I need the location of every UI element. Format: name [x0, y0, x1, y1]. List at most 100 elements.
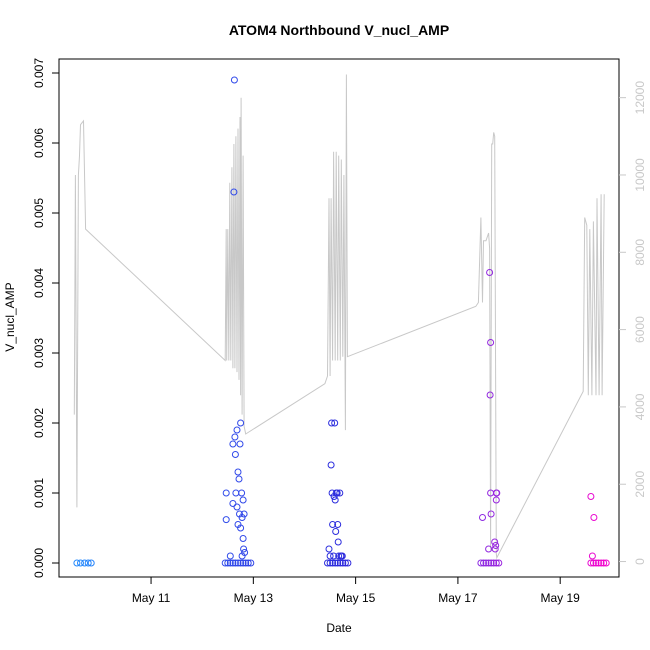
y-tick-label: 0.007 [32, 58, 46, 88]
data-point [492, 559, 500, 567]
data-point [234, 468, 242, 476]
data-point [597, 559, 605, 567]
data-point [331, 559, 339, 567]
data-point [238, 514, 246, 521]
y2-tick-label: 6000 [633, 316, 647, 343]
data-point [336, 559, 344, 567]
data-point [324, 559, 331, 567]
data-point [495, 559, 503, 567]
data-point [491, 545, 499, 553]
y2-tick-label: 10000 [633, 158, 647, 192]
data-point [492, 496, 500, 504]
data-point [231, 433, 239, 441]
data-point [491, 538, 499, 546]
y-tick-label: 0.003 [32, 338, 46, 368]
data-point [486, 269, 494, 276]
x-axis-label: Date [326, 621, 352, 635]
data-point [487, 559, 495, 567]
y-tick-label: 0.005 [32, 198, 46, 228]
data-point [237, 559, 245, 567]
secondary-trace-line [73, 74, 605, 560]
data-point [87, 559, 95, 567]
data-point [328, 419, 336, 427]
data-point [482, 559, 490, 567]
data-point [595, 559, 602, 567]
data-point [493, 489, 501, 497]
x-tick-label: May 13 [234, 591, 274, 605]
data-point [486, 391, 494, 399]
data-point [587, 559, 595, 567]
data-point [334, 559, 342, 567]
data-point [238, 552, 246, 560]
data-point [331, 419, 339, 427]
y-tick-label: 0.004 [32, 268, 46, 298]
data-point [240, 545, 248, 553]
data-point [239, 535, 247, 542]
data-point [592, 559, 600, 567]
data-point [327, 461, 335, 469]
data-point [479, 514, 486, 521]
data-point [600, 559, 608, 567]
right-axis-series [73, 74, 605, 560]
data-point [235, 475, 243, 483]
data-point [224, 559, 232, 567]
data-point [338, 552, 346, 560]
data-point [325, 545, 333, 553]
data-point [232, 489, 240, 497]
data-point [336, 489, 344, 497]
x-axis: May 11 May 13 May 15 May 17 May 19 [132, 576, 581, 605]
data-point [230, 76, 238, 84]
data-point [231, 559, 239, 567]
data-point [234, 559, 242, 567]
data-point [334, 538, 342, 546]
data-point [238, 489, 246, 497]
data-point [328, 489, 336, 497]
y2-tick-label: 2000 [633, 471, 647, 498]
data-point [236, 440, 244, 448]
data-point [226, 559, 234, 567]
data-point [226, 552, 234, 560]
data-point [247, 559, 255, 567]
y2-axis: 0 2000 4000 6000 8000 10000 12000 [619, 81, 647, 565]
x-tick-label: May 17 [438, 591, 478, 605]
data-point [329, 559, 337, 567]
data-point [329, 521, 337, 528]
y2-tick-label: 12000 [633, 81, 647, 115]
plot-frame [58, 58, 620, 578]
data-point [81, 559, 89, 567]
data-point [73, 559, 81, 567]
data-point [588, 552, 596, 560]
data-point [487, 339, 495, 346]
data-point [332, 528, 340, 535]
data-point [334, 521, 342, 528]
x-tick-label: May 11 [132, 591, 171, 605]
x-tick-label: May 19 [541, 591, 581, 605]
data-point [229, 559, 237, 567]
data-point [229, 500, 237, 507]
data-point [222, 489, 230, 497]
data-point [589, 559, 597, 567]
data-point [326, 559, 334, 567]
data-point [233, 426, 241, 434]
data-point [492, 542, 500, 549]
data-point [480, 559, 487, 567]
data-point [244, 559, 252, 567]
data-point [84, 559, 92, 567]
data-point [330, 552, 338, 560]
data-point [222, 516, 230, 524]
data-point [237, 419, 245, 427]
data-point [239, 559, 247, 567]
data-point [77, 559, 84, 567]
data-point [221, 559, 229, 567]
y2-tick-label: 4000 [633, 393, 647, 420]
data-point [242, 559, 250, 567]
data-point [590, 514, 598, 521]
data-point [229, 440, 237, 448]
data-point [333, 489, 341, 497]
y2-tick-label: 0 [633, 558, 647, 565]
data-point [602, 559, 610, 567]
data-points [73, 76, 610, 567]
y-axis-label: V_nucl_AMP [3, 282, 17, 351]
data-point [490, 559, 498, 567]
